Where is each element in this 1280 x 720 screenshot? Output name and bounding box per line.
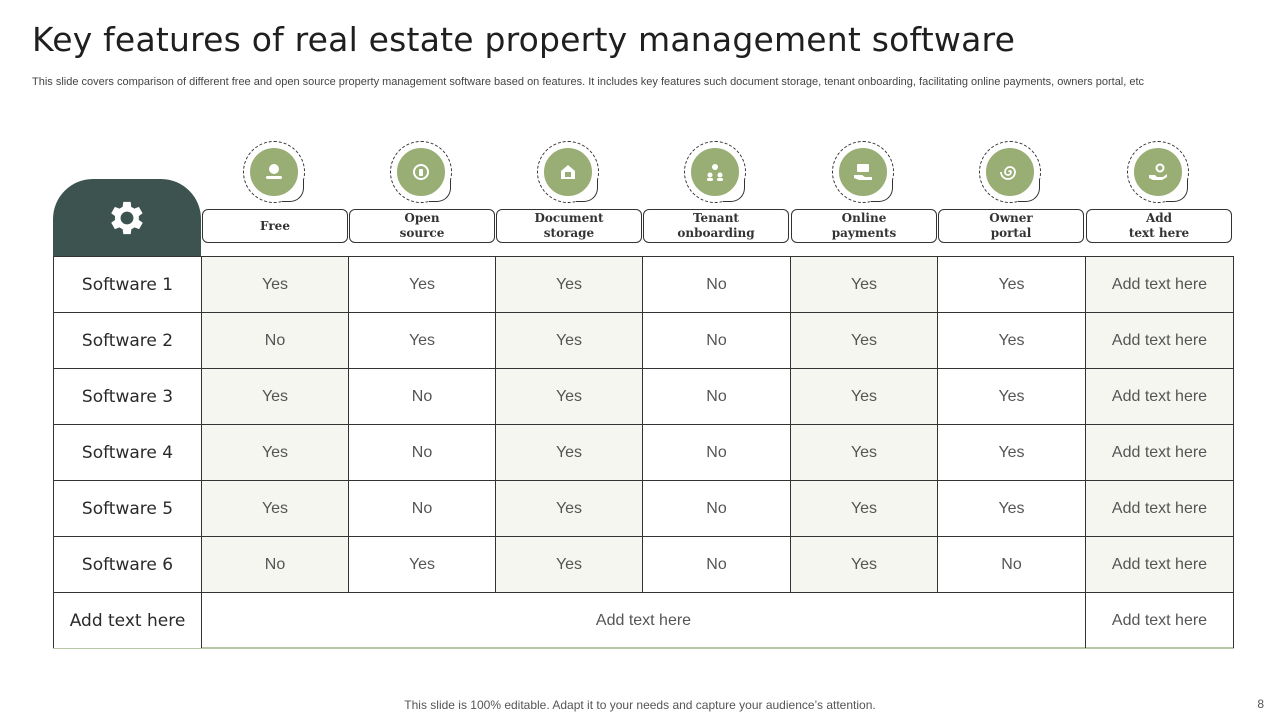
table-cell: Yes xyxy=(201,424,348,480)
unlock-icon xyxy=(413,164,429,180)
table-cell: No xyxy=(937,536,1085,592)
row-label: Software 1 xyxy=(53,256,201,312)
footer-note: This slide is 100% editable. Adapt it to… xyxy=(404,698,876,712)
table-row: Add text here Add text here Add text here xyxy=(53,592,1234,648)
table-row: Software 6 No Yes Yes No Yes No Add text here xyxy=(53,536,1234,592)
table-cell: Add text here xyxy=(1085,480,1234,536)
table-cell: Add text here xyxy=(1085,592,1234,648)
table-row: Software 5 Yes No Yes No Yes Yes Add text here xyxy=(53,480,1234,536)
feature-icon-badge xyxy=(389,140,455,206)
row-label: Software 2 xyxy=(53,312,201,368)
team-settings-icon xyxy=(707,164,723,181)
table-row: Software 4 Yes No Yes No Yes Yes Add text here xyxy=(53,424,1234,480)
table-cell: No xyxy=(642,312,790,368)
feature-icon-badge xyxy=(683,140,749,206)
comparison-table: Software 1 Yes Yes Yes No Yes Yes Add text here… xyxy=(53,256,1234,649)
row-label: Add text here xyxy=(53,592,201,648)
table-cell: No xyxy=(348,368,495,424)
table-cell: No xyxy=(348,480,495,536)
feature-icon-badge xyxy=(242,140,308,206)
page-number: 8 xyxy=(1257,697,1264,711)
table-row: Software 3 Yes No Yes No Yes Yes Add text here xyxy=(53,368,1234,424)
table-cell: Yes xyxy=(495,368,642,424)
table-cell: Yes xyxy=(201,256,348,312)
table-cell: Yes xyxy=(937,256,1085,312)
feature-icon-badge xyxy=(536,140,602,206)
table-cell: Yes xyxy=(201,368,348,424)
table-cell: Yes xyxy=(790,256,937,312)
slide-subtitle: This slide covers comparison of differen… xyxy=(32,76,1145,88)
table-cell: Yes xyxy=(937,312,1085,368)
feature-icon-badge xyxy=(978,140,1044,206)
table-cell: No xyxy=(201,312,348,368)
row-label: Software 6 xyxy=(53,536,201,592)
feature-label: Free xyxy=(202,209,348,243)
feature-label: Open source xyxy=(349,209,495,243)
table-cell: Add text here xyxy=(1085,312,1234,368)
table-cell: Add text here xyxy=(1085,424,1234,480)
table-cell: Yes xyxy=(790,480,937,536)
table-cell: No xyxy=(348,424,495,480)
table-cell: Yes xyxy=(495,424,642,480)
table-cell: Yes xyxy=(937,424,1085,480)
table-cell: No xyxy=(642,480,790,536)
merged-cell: Add text here xyxy=(201,592,1085,648)
feature-label: Document storage xyxy=(496,209,642,243)
table-row: Software 1 Yes Yes Yes No Yes Yes Add text here xyxy=(53,256,1234,312)
table-cell: Yes xyxy=(790,368,937,424)
spiral-icon xyxy=(1000,166,1016,180)
table-cell: No xyxy=(642,368,790,424)
slide-title: Key features of real estate property man… xyxy=(32,20,1016,59)
row-label: Software 3 xyxy=(53,368,201,424)
table-cell: Yes xyxy=(790,536,937,592)
row-label: Software 4 xyxy=(53,424,201,480)
feature-label: Owner portal xyxy=(938,209,1084,243)
feature-label: Online payments xyxy=(791,209,937,243)
table-cell: Add text here xyxy=(1085,368,1234,424)
table-cell: No xyxy=(642,424,790,480)
table-row: Software 2 No Yes Yes No Yes Yes Add text here xyxy=(53,312,1234,368)
table-cell: No xyxy=(201,536,348,592)
gear-header-tab xyxy=(53,179,201,257)
document-storage-icon xyxy=(561,165,575,179)
table-cell: Yes xyxy=(937,480,1085,536)
gear-icon xyxy=(111,201,143,235)
feature-icon-badge xyxy=(831,140,897,206)
feature-label: Tenant onboarding xyxy=(643,209,789,243)
table-cell: Yes xyxy=(495,256,642,312)
hand-gear-icon xyxy=(1149,163,1167,180)
table-cell: Yes xyxy=(937,368,1085,424)
table-cell: No xyxy=(642,256,790,312)
money-icon xyxy=(266,164,282,179)
feature-label: Add text here xyxy=(1086,209,1232,243)
table-cell: Add text here xyxy=(1085,536,1234,592)
table-cell: Yes xyxy=(495,536,642,592)
table-cell: Yes xyxy=(201,480,348,536)
table-cell: Yes xyxy=(348,256,495,312)
feature-icon-badge xyxy=(1126,140,1192,206)
table-cell: Yes xyxy=(790,424,937,480)
table-cell: Yes xyxy=(348,536,495,592)
payment-icon xyxy=(854,164,872,180)
table-cell: Yes xyxy=(790,312,937,368)
row-label: Software 5 xyxy=(53,480,201,536)
table-cell: No xyxy=(642,536,790,592)
table-cell: Add text here xyxy=(1085,256,1234,312)
table-cell: Yes xyxy=(495,312,642,368)
table-cell: Yes xyxy=(495,480,642,536)
table-cell: Yes xyxy=(348,312,495,368)
